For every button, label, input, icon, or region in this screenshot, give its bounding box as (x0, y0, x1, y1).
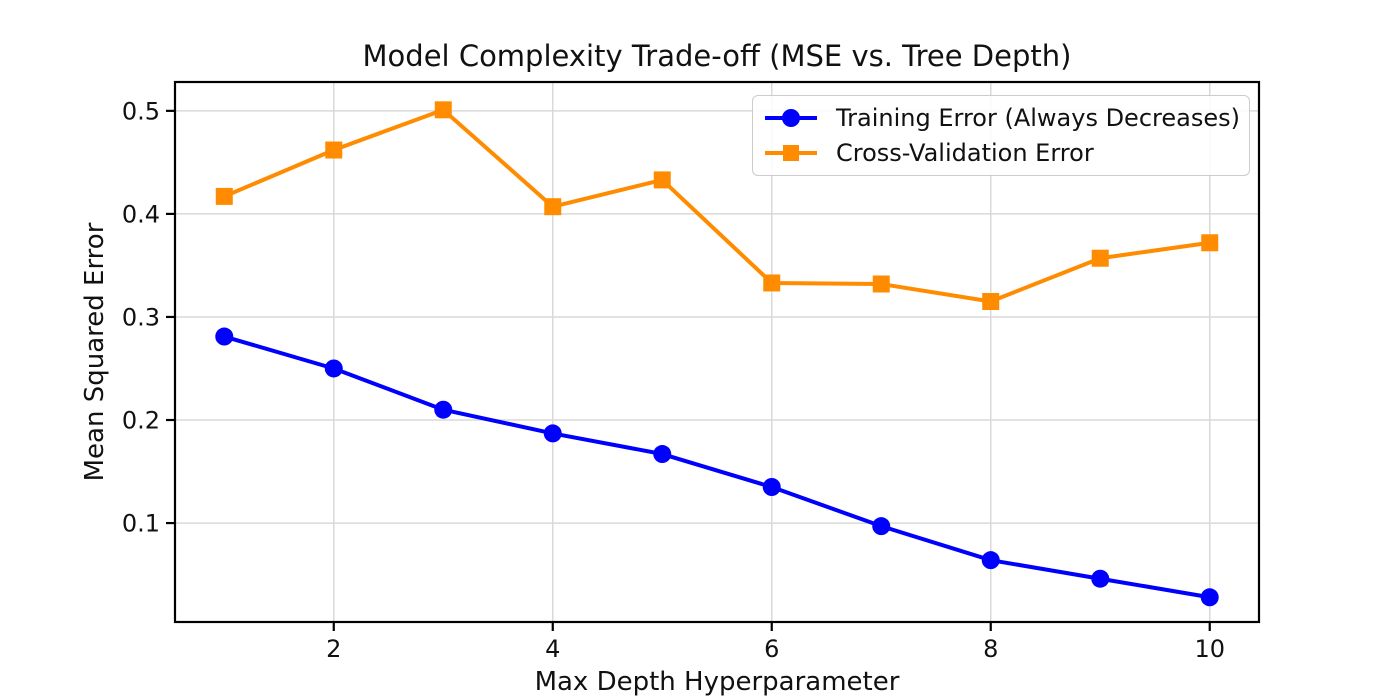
y-tick-label: 0.3 (122, 303, 160, 331)
x-tick-label: 8 (983, 635, 998, 663)
y-tick-label: 0.4 (122, 200, 160, 228)
data-point-marker (544, 198, 562, 216)
data-point-marker (325, 141, 343, 159)
x-axis-label: Max Depth Hyperparameter (534, 667, 900, 697)
data-point-marker (762, 478, 781, 496)
data-point-marker (653, 171, 671, 189)
legend-item-cv: Cross-Validation Error (763, 141, 1239, 165)
data-point-marker (434, 101, 452, 119)
cv-line-marker-icon (765, 144, 817, 161)
data-point-marker (1201, 234, 1219, 252)
data-point-marker (872, 275, 890, 293)
data-point-marker (872, 517, 891, 536)
legend-label-cv: Cross-Validation Error (836, 138, 1094, 167)
data-point-marker (653, 445, 672, 464)
training-line-marker-icon (765, 109, 817, 128)
series-line-1 (222, 107, 1212, 304)
y-tick-label: 0.2 (122, 407, 160, 435)
data-point-marker (1091, 249, 1109, 267)
axes-spines (173, 80, 1261, 624)
data-point-marker (215, 187, 233, 205)
x-tick-label: 4 (545, 635, 560, 663)
data-point-marker (215, 327, 234, 346)
data-point-marker (434, 400, 453, 419)
data-point-marker (982, 293, 1000, 311)
data-point-marker (1091, 569, 1110, 588)
legend-label-training: Training Error (Always Decreases) (836, 104, 1240, 133)
x-tick-label: 6 (764, 635, 779, 663)
data-point-marker (981, 551, 1000, 570)
data-point-marker (543, 424, 562, 443)
chart-title: Model Complexity Trade-off (MSE vs. Tree… (362, 39, 1072, 73)
x-tick-label: 2 (326, 635, 341, 663)
series-line-0 (222, 334, 1212, 600)
data-point-marker (1200, 588, 1219, 607)
x-tick-label: 10 (1194, 635, 1225, 663)
data-point-marker (324, 359, 343, 378)
legend-item-training: Training Error (Always Decreases) (763, 104, 1240, 133)
y-tick-label: 0.5 (122, 97, 160, 125)
data-point-marker (763, 274, 781, 292)
legend: Training Error (Always Decreases) Cross-… (752, 95, 1250, 176)
y-tick-label: 0.1 (122, 510, 160, 538)
